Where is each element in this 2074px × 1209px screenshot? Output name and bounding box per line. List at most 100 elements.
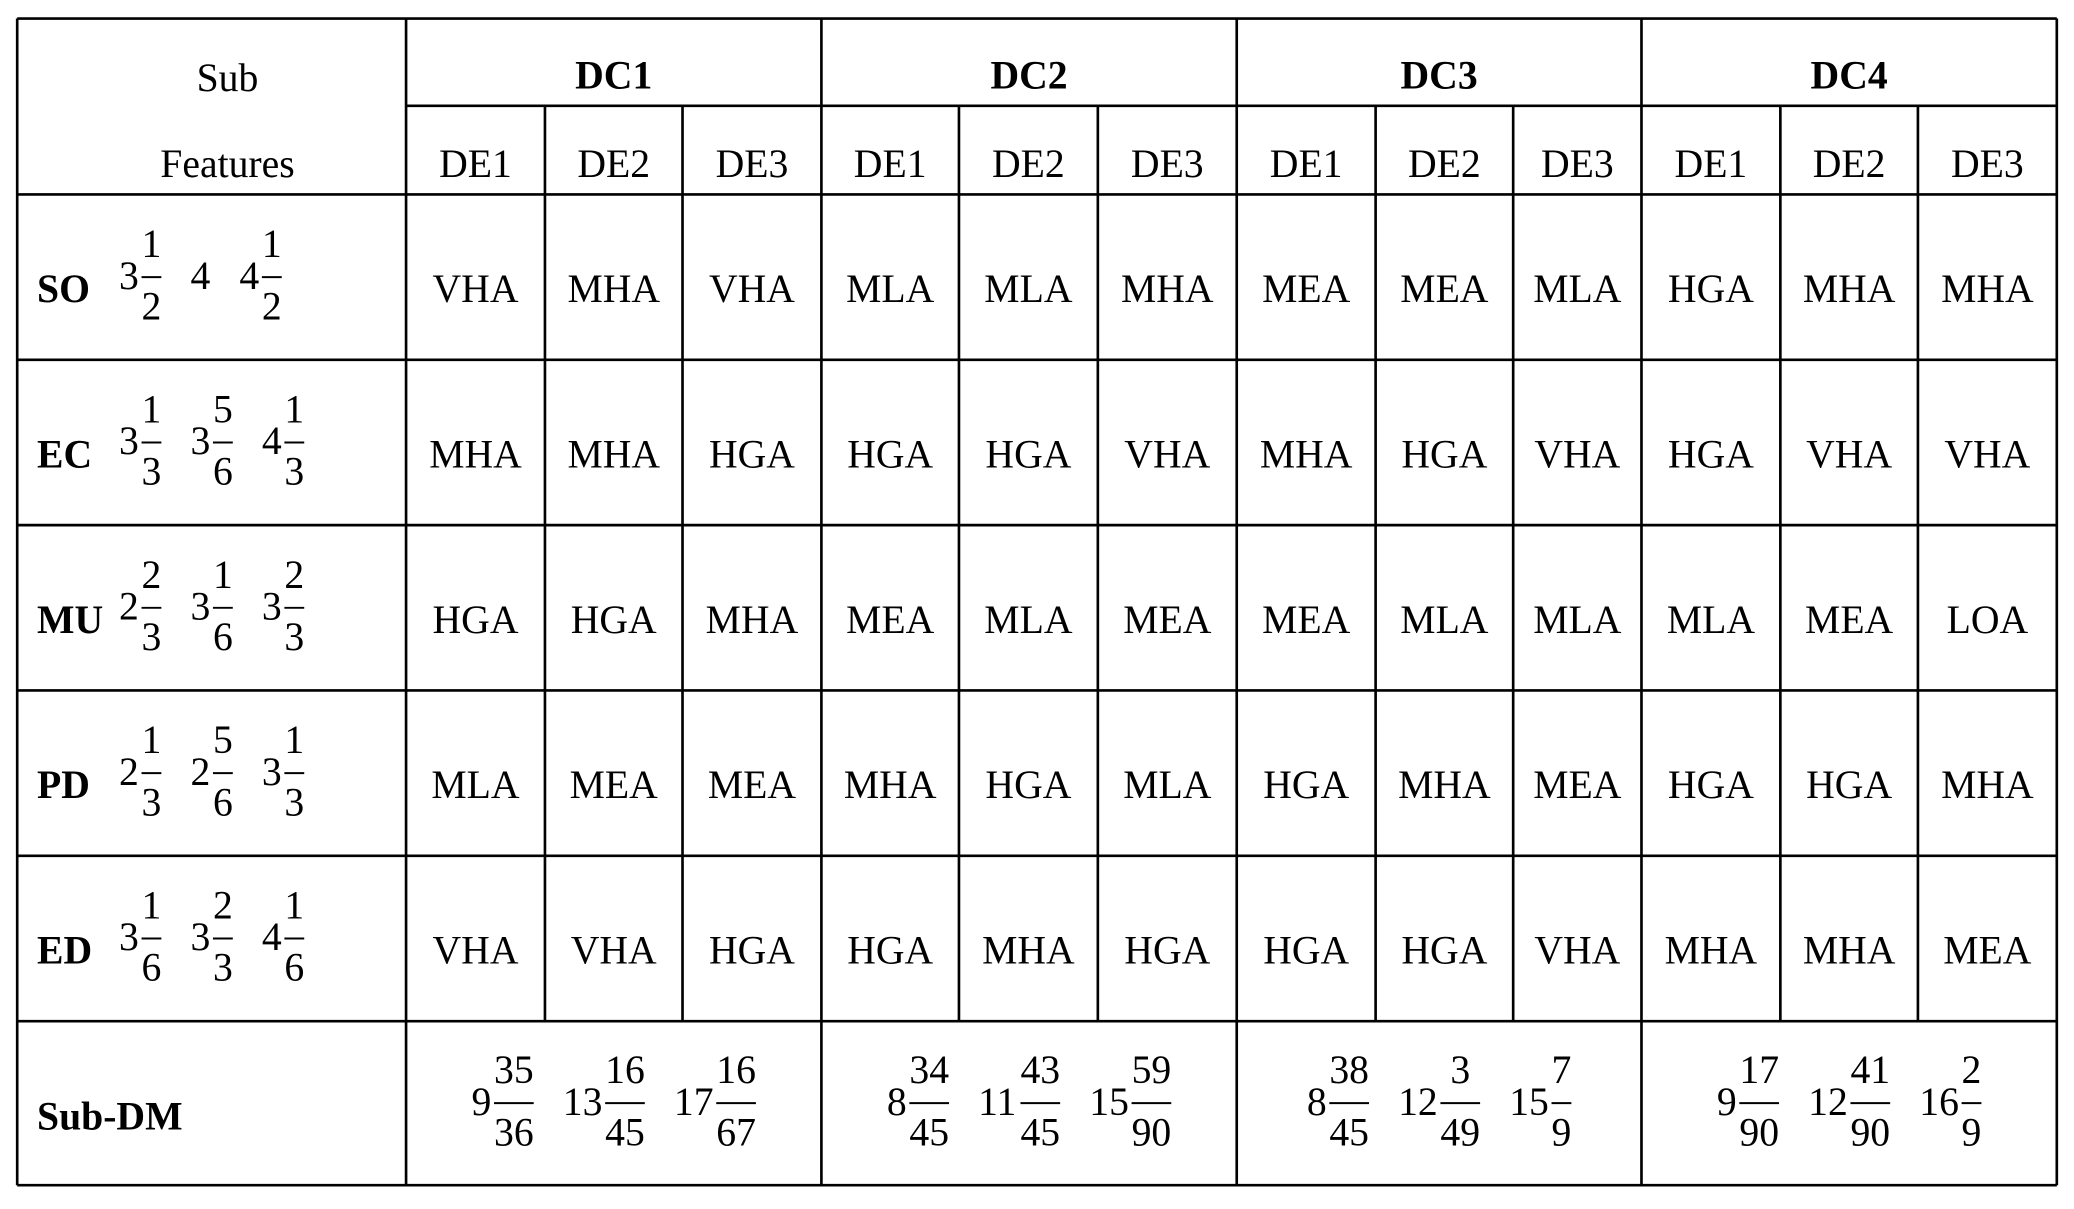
- corner-label: Features: [160, 142, 294, 186]
- expert-header: DE2: [1813, 142, 1886, 186]
- cell-value: HGA: [571, 598, 657, 642]
- whole-part: 2: [190, 750, 210, 794]
- denominator: 6: [213, 780, 233, 824]
- feature-label: SO: [37, 267, 90, 311]
- numerator: 1: [142, 884, 162, 928]
- denominator: 45: [1329, 1110, 1369, 1154]
- whole-part: 3: [262, 750, 282, 794]
- whole-part: 3: [262, 585, 282, 629]
- cell-value: MHA: [567, 432, 660, 476]
- whole-part: 8: [1307, 1080, 1327, 1124]
- cell-value: MEA: [1943, 928, 2032, 972]
- whole-part: 16: [1919, 1080, 1959, 1124]
- feature-label: PD: [37, 763, 90, 807]
- cell-value: MLA: [1123, 763, 1212, 807]
- denominator: 45: [605, 1110, 645, 1154]
- cell-value: HGA: [1668, 267, 1754, 311]
- cell-value: HGA: [709, 432, 795, 476]
- group-header: DC3: [1401, 53, 1478, 97]
- numerator: 1: [284, 884, 304, 928]
- numerator: 2: [213, 884, 233, 928]
- cell-value: HGA: [847, 432, 933, 476]
- cell-value: LOA: [1947, 598, 2029, 642]
- expert-header: DE1: [854, 142, 927, 186]
- denominator: 3: [284, 615, 304, 659]
- denominator: 45: [1020, 1110, 1060, 1154]
- expert-header: DE2: [577, 142, 650, 186]
- cell-value: MHA: [1260, 432, 1353, 476]
- denominator: 6: [142, 946, 162, 990]
- numerator: 59: [1132, 1048, 1172, 1092]
- cell-value: HGA: [985, 763, 1071, 807]
- expert-header: DE3: [1131, 142, 1204, 186]
- cell-value: HGA: [847, 928, 933, 972]
- denominator: 2: [142, 284, 162, 328]
- denominator: 3: [284, 450, 304, 494]
- cell-value: MHA: [429, 432, 522, 476]
- whole-part: 4: [262, 419, 282, 463]
- group-header: DC2: [990, 53, 1067, 97]
- cell-value: MHA: [844, 763, 937, 807]
- cell-value: HGA: [1401, 432, 1487, 476]
- numerator: 2: [1962, 1048, 1982, 1092]
- cell-value: MHA: [567, 267, 660, 311]
- cell-value: HGA: [1401, 928, 1487, 972]
- whole-part: 3: [119, 419, 139, 463]
- denominator: 90: [1132, 1110, 1172, 1154]
- cell-value: MEA: [570, 763, 659, 807]
- numerator: 2: [284, 553, 304, 597]
- feature-label: EC: [37, 432, 92, 476]
- numerator: 3: [1450, 1048, 1470, 1092]
- cell-value: VHA: [1534, 432, 1620, 476]
- expert-header: DE3: [1541, 142, 1614, 186]
- cell-value: HGA: [1263, 763, 1349, 807]
- numerator: 35: [494, 1048, 534, 1092]
- cell-value: MHA: [1803, 928, 1896, 972]
- cell-value: VHA: [433, 267, 519, 311]
- numerator: 1: [142, 222, 162, 266]
- cell-value: MHA: [1941, 763, 2034, 807]
- group-header: DC4: [1811, 53, 1888, 97]
- cell-value: MHA: [982, 928, 1075, 972]
- numerator: 43: [1020, 1048, 1060, 1092]
- whole-part: 15: [1509, 1080, 1549, 1124]
- numerator: 1: [262, 222, 282, 266]
- whole-part: 3: [119, 254, 139, 298]
- cell-value: MHA: [1398, 763, 1491, 807]
- denominator: 3: [284, 780, 304, 824]
- whole-part: 3: [190, 419, 210, 463]
- feature-label: MU: [37, 598, 103, 642]
- whole-part: 8: [887, 1080, 907, 1124]
- cell-value: VHA: [433, 928, 519, 972]
- expert-header: DE2: [992, 142, 1065, 186]
- group-header: DC1: [575, 53, 652, 97]
- expert-header: DE3: [1951, 142, 2024, 186]
- cell-value: VHA: [1944, 432, 2030, 476]
- whole-part: 3: [190, 585, 210, 629]
- cell-value: MLA: [1533, 598, 1622, 642]
- cell-value: MLA: [1533, 267, 1622, 311]
- cell-value: MHA: [706, 598, 799, 642]
- cell-value: HGA: [709, 928, 795, 972]
- cell-value: MEA: [1805, 598, 1894, 642]
- whole-part: 11: [978, 1080, 1016, 1124]
- whole-part: 15: [1089, 1080, 1129, 1124]
- corner-label: Sub: [197, 56, 259, 100]
- denominator: 6: [284, 946, 304, 990]
- expert-header: DE2: [1408, 142, 1481, 186]
- cell-value: MHA: [1665, 928, 1758, 972]
- cell-value: VHA: [1534, 928, 1620, 972]
- expert-header: DE3: [716, 142, 789, 186]
- cell-value: MEA: [1533, 763, 1622, 807]
- cell-value: MLA: [984, 598, 1073, 642]
- whole-part: 4: [190, 254, 210, 298]
- cell-value: MEA: [1400, 267, 1489, 311]
- numerator: 1: [284, 718, 304, 762]
- whole-part: 9: [1717, 1080, 1737, 1124]
- cell-value: VHA: [709, 267, 795, 311]
- cell-value: MHA: [1803, 267, 1896, 311]
- expert-header: DE1: [1270, 142, 1343, 186]
